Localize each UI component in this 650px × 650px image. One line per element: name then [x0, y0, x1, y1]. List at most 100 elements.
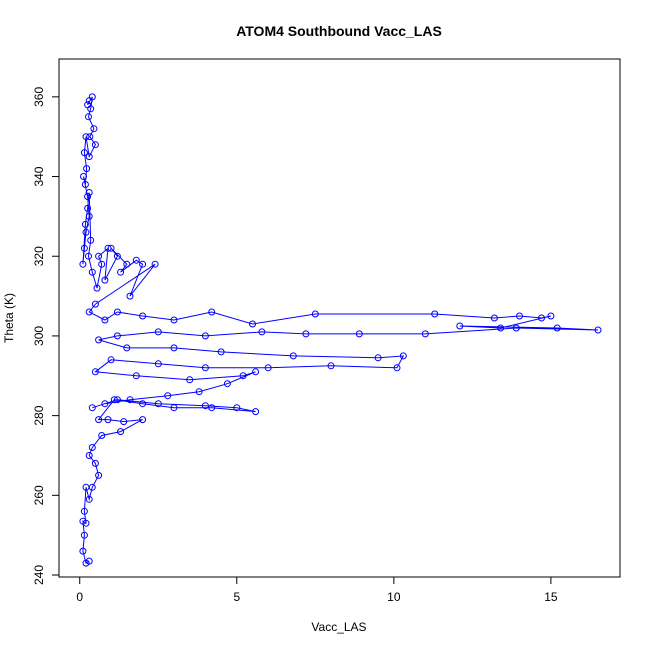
data-point [80, 531, 88, 539]
data-point [85, 308, 93, 316]
data-point [456, 322, 464, 330]
data-point [594, 326, 602, 334]
data-point [170, 344, 178, 352]
data-point [117, 428, 125, 436]
plot-frame [58, 58, 621, 578]
data-point [91, 368, 99, 376]
x-axis: 0 5 10 15 [76, 576, 558, 604]
data-point [553, 324, 561, 332]
data-point [85, 557, 93, 565]
data-point [512, 324, 520, 332]
data-point [490, 314, 498, 322]
data-point [87, 236, 95, 244]
data-point [311, 310, 319, 318]
data-point [98, 260, 106, 268]
data-point [81, 181, 89, 188]
data-point [289, 352, 297, 360]
data-point [421, 330, 429, 338]
data-point [154, 328, 162, 336]
y-tick-label: 240 [32, 565, 46, 585]
y-tick-label: 320 [32, 246, 46, 266]
data-point [101, 316, 109, 324]
series-line [82, 96, 599, 564]
data-point [393, 364, 401, 372]
data-point [208, 404, 216, 412]
data-point [88, 404, 96, 412]
data-point [547, 312, 555, 320]
data-point [79, 547, 87, 555]
data-point [264, 364, 272, 372]
data-point [80, 507, 88, 515]
data-point [431, 310, 439, 318]
x-tick-label: 10 [387, 590, 401, 604]
data-point [80, 244, 88, 252]
y-tick-label: 280 [32, 405, 46, 425]
data-point [113, 396, 121, 404]
data-point [139, 312, 147, 320]
data-point [82, 483, 90, 491]
data-point [79, 517, 87, 525]
data-point [88, 444, 96, 451]
data-point [83, 165, 91, 173]
data-point [249, 320, 256, 328]
data-point [113, 252, 121, 260]
y-tick-label: 260 [32, 485, 46, 505]
data-point [208, 308, 216, 316]
y-tick-label: 360 [32, 87, 46, 107]
data-point [164, 392, 172, 400]
data-point [79, 260, 87, 268]
x-tick-label: 0 [76, 590, 83, 604]
data-point [139, 416, 147, 424]
data-point [107, 356, 115, 364]
data-point [139, 260, 147, 268]
data-point [217, 348, 225, 356]
data-point [90, 125, 98, 133]
data-point [154, 400, 162, 408]
x-tick-label: 5 [233, 590, 240, 604]
data-point [88, 268, 96, 276]
data-point [170, 316, 178, 324]
data-point [355, 330, 363, 338]
y-tick-label: 300 [32, 326, 46, 346]
data-point [84, 193, 92, 200]
data-point [91, 459, 99, 467]
data-point [132, 372, 140, 380]
data-point [91, 141, 99, 149]
data-point [538, 314, 545, 322]
x-axis-title: Vacc_LAS [311, 620, 366, 634]
data-point [95, 416, 103, 424]
data-point [85, 153, 93, 161]
data-point [88, 93, 96, 101]
data-point [327, 362, 335, 370]
data-point [104, 416, 112, 424]
data-point [84, 204, 92, 212]
data-series [79, 93, 602, 567]
data-point [98, 432, 106, 439]
data-point [374, 354, 382, 362]
data-point [516, 312, 523, 320]
data-point [239, 372, 247, 380]
data-point [132, 256, 140, 264]
data-point [85, 495, 93, 503]
data-point [107, 244, 115, 252]
data-point [123, 344, 131, 352]
data-point [154, 360, 162, 368]
data-point [113, 332, 121, 340]
chart-title: ATOM4 Southbound Vacc_LAS [236, 23, 442, 39]
data-point [252, 368, 260, 376]
y-axis-title: Theta (K) [2, 293, 16, 343]
y-tick-label: 340 [32, 166, 46, 186]
data-point [104, 244, 112, 252]
data-point [85, 212, 93, 220]
data-point [82, 228, 90, 236]
x-tick-label: 15 [544, 590, 558, 604]
data-point [120, 418, 128, 426]
data-point [302, 330, 310, 338]
data-point [201, 364, 209, 372]
y-axis: 240 260 280 300 320 340 360 [32, 87, 60, 585]
data-point [91, 300, 99, 308]
data-point [113, 308, 121, 316]
data-point [233, 404, 241, 412]
data-point [101, 400, 109, 408]
